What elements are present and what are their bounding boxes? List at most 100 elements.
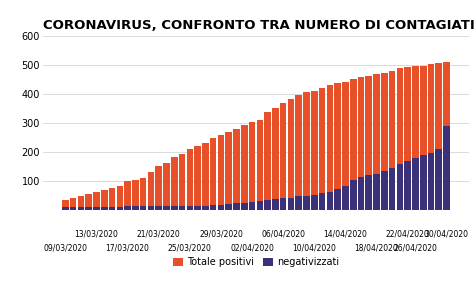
Bar: [311, 195, 318, 210]
Bar: [62, 207, 69, 210]
Bar: [443, 61, 450, 210]
Bar: [187, 148, 193, 210]
Bar: [218, 135, 224, 210]
Bar: [334, 83, 341, 210]
Bar: [412, 158, 419, 210]
Bar: [226, 204, 232, 210]
Bar: [272, 199, 279, 210]
Bar: [62, 200, 69, 210]
Bar: [241, 203, 247, 210]
Bar: [78, 207, 84, 210]
Legend: Totale positivi, negativizzati: Totale positivi, negativizzati: [169, 254, 343, 271]
Bar: [311, 91, 318, 210]
Bar: [147, 172, 154, 210]
Bar: [70, 198, 76, 210]
Text: 26/04/2020: 26/04/2020: [393, 243, 438, 252]
Bar: [163, 206, 170, 210]
Bar: [187, 206, 193, 210]
Bar: [109, 206, 115, 210]
Text: CORONAVIRUS, CONFRONTO TRA NUMERO DI CONTAGIATI E GUARITI: CORONAVIRUS, CONFRONTO TRA NUMERO DI CON…: [43, 19, 474, 32]
Text: 21/03/2020: 21/03/2020: [137, 230, 181, 238]
Bar: [272, 108, 279, 210]
Bar: [288, 198, 294, 210]
Bar: [342, 82, 349, 210]
Bar: [358, 177, 365, 210]
Bar: [365, 175, 372, 210]
Bar: [163, 163, 170, 210]
Bar: [381, 73, 388, 210]
Bar: [412, 66, 419, 210]
Bar: [70, 207, 76, 210]
Bar: [319, 193, 325, 210]
Bar: [295, 94, 302, 210]
Bar: [303, 92, 310, 210]
Bar: [327, 85, 333, 210]
Text: 06/04/2020: 06/04/2020: [261, 230, 305, 238]
Text: 29/03/2020: 29/03/2020: [199, 230, 243, 238]
Bar: [78, 196, 84, 210]
Text: 02/04/2020: 02/04/2020: [230, 243, 274, 252]
Bar: [101, 190, 108, 210]
Bar: [194, 146, 201, 210]
Bar: [303, 196, 310, 210]
Bar: [202, 206, 209, 210]
Bar: [194, 206, 201, 210]
Bar: [218, 205, 224, 210]
Text: 14/04/2020: 14/04/2020: [323, 230, 367, 238]
Bar: [132, 206, 139, 210]
Bar: [179, 154, 185, 210]
Bar: [101, 206, 108, 210]
Bar: [249, 122, 255, 210]
Bar: [404, 161, 411, 210]
Bar: [373, 174, 380, 210]
Bar: [233, 129, 240, 210]
Bar: [117, 206, 123, 210]
Bar: [397, 68, 403, 210]
Text: 18/04/2020: 18/04/2020: [355, 243, 399, 252]
Bar: [249, 202, 255, 210]
Text: 22/04/2020: 22/04/2020: [386, 230, 429, 238]
Text: 25/03/2020: 25/03/2020: [168, 243, 212, 252]
Bar: [288, 99, 294, 210]
Bar: [436, 149, 442, 210]
Bar: [428, 154, 434, 210]
Bar: [334, 189, 341, 210]
Bar: [389, 71, 395, 210]
Bar: [93, 192, 100, 210]
Bar: [420, 66, 427, 210]
Bar: [327, 192, 333, 210]
Bar: [171, 206, 178, 210]
Bar: [295, 196, 302, 210]
Bar: [264, 112, 271, 210]
Bar: [319, 88, 325, 210]
Text: 13/03/2020: 13/03/2020: [74, 230, 118, 238]
Bar: [443, 126, 450, 210]
Bar: [233, 203, 240, 210]
Bar: [389, 168, 395, 210]
Bar: [132, 179, 139, 210]
Bar: [85, 194, 92, 210]
Bar: [155, 206, 162, 210]
Bar: [85, 207, 92, 210]
Bar: [350, 79, 356, 210]
Bar: [140, 178, 146, 210]
Bar: [397, 164, 403, 210]
Text: 10/04/2020: 10/04/2020: [292, 243, 336, 252]
Bar: [210, 138, 217, 210]
Bar: [350, 179, 356, 210]
Text: 09/03/2020: 09/03/2020: [43, 243, 87, 252]
Bar: [428, 64, 434, 210]
Bar: [226, 132, 232, 210]
Text: 17/03/2020: 17/03/2020: [106, 243, 149, 252]
Bar: [358, 77, 365, 210]
Text: 30/04/2020: 30/04/2020: [425, 230, 469, 238]
Bar: [124, 206, 131, 210]
Bar: [280, 198, 286, 210]
Bar: [256, 201, 263, 210]
Bar: [365, 76, 372, 210]
Bar: [155, 166, 162, 210]
Bar: [171, 157, 178, 210]
Bar: [342, 186, 349, 210]
Bar: [109, 188, 115, 210]
Bar: [210, 206, 217, 210]
